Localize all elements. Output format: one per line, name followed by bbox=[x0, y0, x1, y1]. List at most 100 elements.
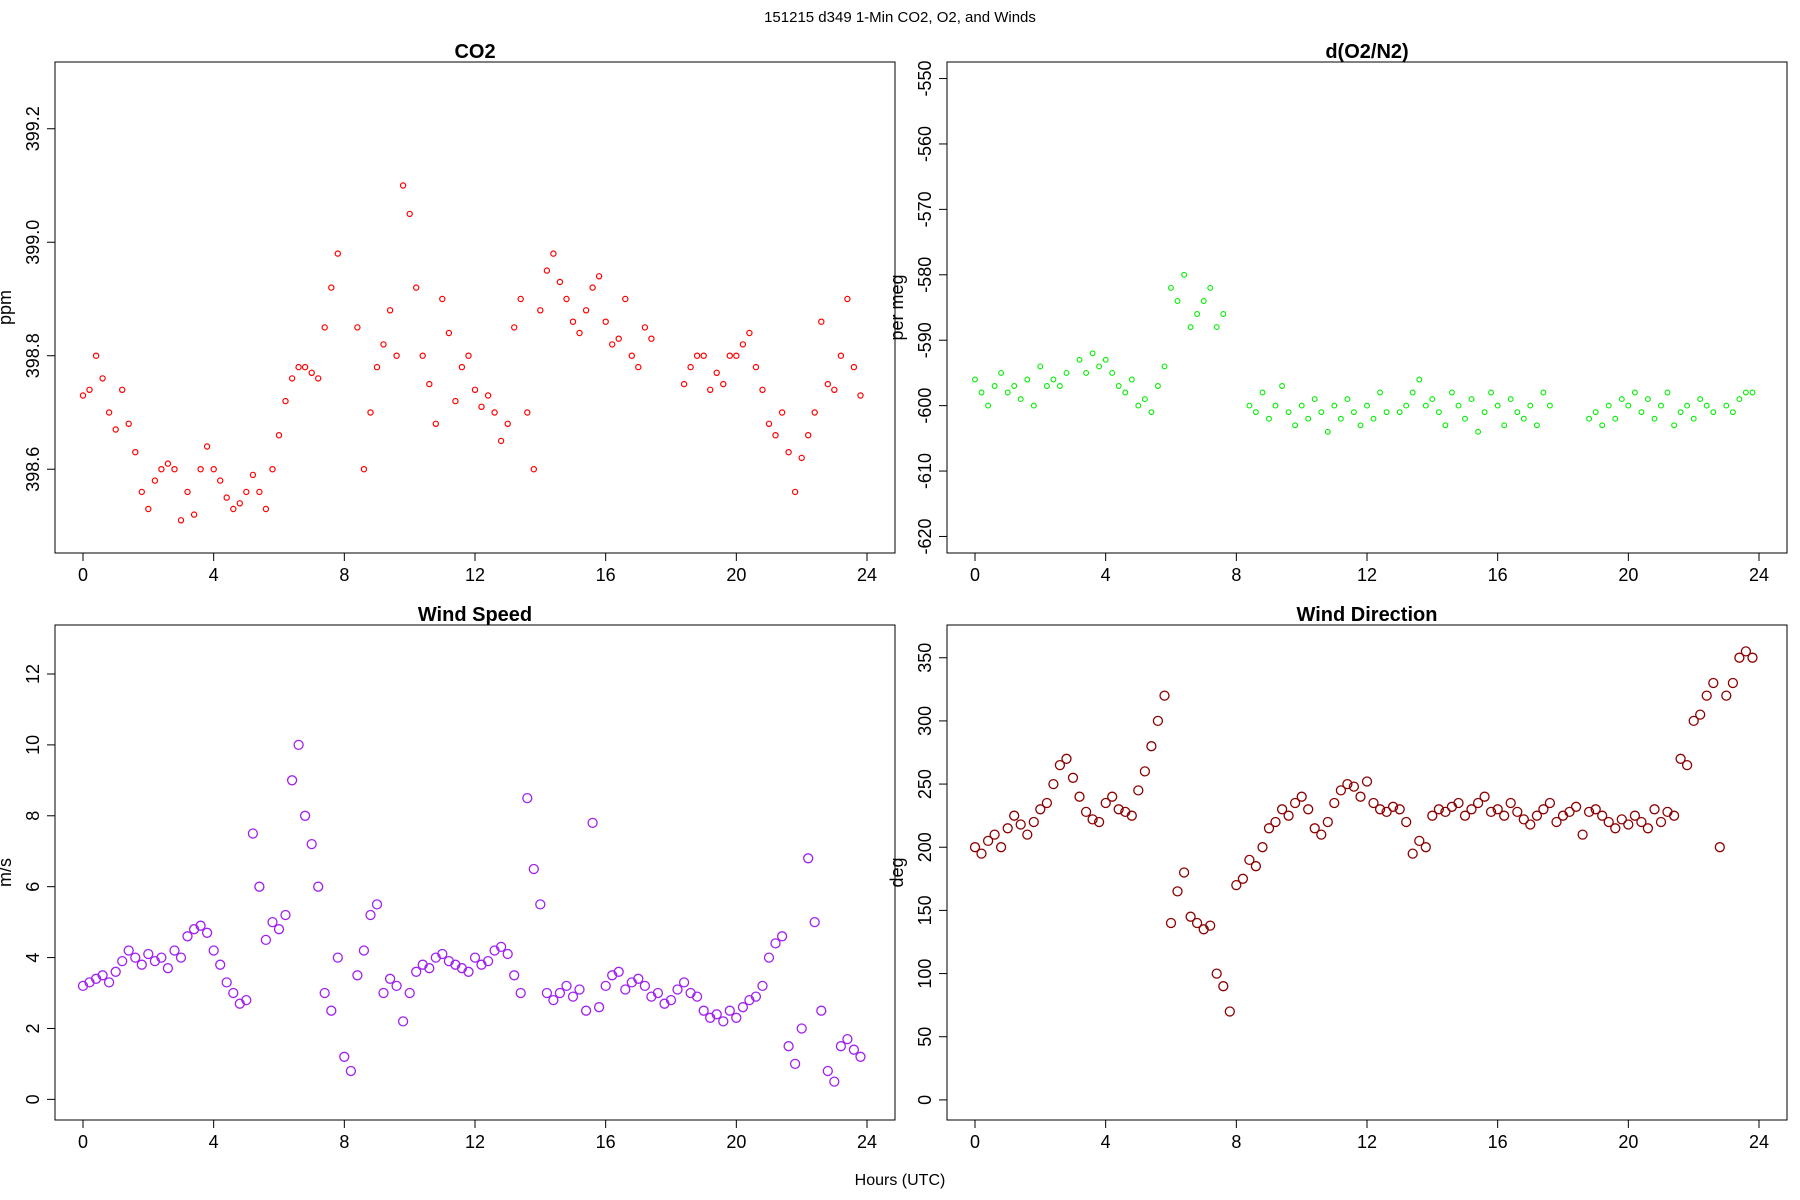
wind-speed-point bbox=[201, 927, 213, 938]
co2-ytick-label: 398.8 bbox=[23, 333, 43, 378]
o2-xtick-label: 4 bbox=[1101, 565, 1111, 585]
wind-direction-point bbox=[982, 835, 994, 847]
o2-point bbox=[1468, 396, 1475, 403]
wind-direction-point bbox=[1015, 819, 1026, 830]
wind-direction-point bbox=[1100, 797, 1111, 809]
o2-point bbox=[1697, 396, 1704, 403]
wind-direction-point bbox=[1361, 776, 1373, 787]
co2-point bbox=[824, 380, 832, 388]
wind-speed-point bbox=[796, 1023, 807, 1034]
wind-direction-point bbox=[1257, 842, 1268, 853]
o2-point bbox=[1651, 415, 1658, 422]
wind-speed-point bbox=[332, 952, 343, 963]
o2-point bbox=[1644, 396, 1651, 403]
wind-speed-point bbox=[724, 1005, 735, 1016]
o2-point bbox=[1102, 356, 1109, 363]
o2-point bbox=[1096, 363, 1103, 370]
co2-point bbox=[543, 267, 551, 274]
o2-point bbox=[1279, 383, 1286, 389]
wind-speed-ylabel: m/s bbox=[0, 858, 15, 887]
o2-point bbox=[1050, 376, 1057, 383]
wind-direction-point bbox=[995, 842, 1007, 853]
o2-point bbox=[1305, 415, 1312, 422]
wind-speed-point bbox=[169, 945, 180, 956]
wind-speed-point bbox=[182, 931, 193, 942]
wind-speed-point bbox=[482, 955, 494, 967]
co2-point bbox=[720, 380, 727, 388]
wind-speed-point bbox=[339, 1051, 350, 1062]
wind-speed-point bbox=[600, 980, 611, 992]
wind-speed-point bbox=[130, 952, 141, 963]
co2-point bbox=[92, 352, 100, 359]
wind-direction-point bbox=[1675, 753, 1686, 764]
co2-ytick-label: 399.2 bbox=[23, 106, 43, 151]
wind-speed-ytick-label: 10 bbox=[23, 735, 43, 755]
o2-point bbox=[1187, 324, 1194, 331]
wind-speed-point bbox=[286, 775, 298, 786]
o2-point bbox=[1331, 402, 1338, 409]
wind-speed-xtick-label: 20 bbox=[726, 1132, 746, 1152]
wind-speed-point bbox=[352, 970, 363, 981]
co2-point bbox=[99, 375, 106, 382]
wind-direction-point bbox=[1381, 806, 1392, 818]
wind-speed-point bbox=[587, 817, 598, 829]
wind-direction-point bbox=[1211, 968, 1222, 979]
wind-direction-point bbox=[1067, 772, 1079, 783]
co2-xtick-label: 0 bbox=[78, 565, 88, 585]
o2-xtick-label: 20 bbox=[1618, 565, 1638, 585]
co2-point bbox=[354, 324, 361, 331]
co2-point bbox=[595, 273, 603, 280]
wind-speed-point bbox=[208, 945, 219, 956]
wind-speed-point bbox=[515, 987, 526, 999]
wind-speed-point bbox=[143, 948, 154, 960]
wind-direction-point bbox=[1505, 797, 1516, 809]
wind-direction-xtick-label: 24 bbox=[1749, 1132, 1769, 1152]
o2-point bbox=[1200, 298, 1207, 304]
co2-xtick-label: 20 bbox=[726, 565, 746, 585]
co2-point bbox=[452, 397, 459, 405]
o2-ytick-label: -600 bbox=[915, 388, 935, 424]
wind-direction-plot-frame bbox=[946, 624, 1788, 1121]
o2-point bbox=[1063, 369, 1070, 376]
o2-point bbox=[1514, 409, 1521, 416]
wind-direction-point bbox=[1466, 804, 1477, 815]
wind-direction-point bbox=[1368, 797, 1379, 809]
wind-direction-ylabel: deg bbox=[887, 857, 907, 887]
o2-ytick-label: -620 bbox=[915, 518, 935, 554]
wind-speed-point bbox=[672, 984, 683, 995]
co2-ytick-label: 398.6 bbox=[23, 447, 43, 492]
co2-point bbox=[752, 363, 760, 371]
o2-point bbox=[1148, 409, 1155, 416]
wind-speed-ytick-label: 8 bbox=[23, 811, 43, 821]
wind-speed-point bbox=[554, 987, 566, 999]
wind-direction-point bbox=[1649, 804, 1660, 815]
o2-title: d(O2/N2) bbox=[1325, 41, 1408, 63]
wind-speed-point bbox=[123, 945, 134, 956]
wind-speed-point bbox=[639, 980, 651, 992]
wind-direction-point bbox=[1329, 797, 1340, 809]
wind-speed-point bbox=[835, 1041, 847, 1052]
co2-point bbox=[765, 420, 773, 427]
wind-direction-ytick-label: 100 bbox=[915, 959, 935, 989]
wind-speed-point bbox=[770, 938, 781, 949]
o2-point bbox=[1266, 415, 1272, 422]
wind-speed-point bbox=[509, 970, 520, 981]
co2-point bbox=[151, 477, 159, 484]
wind-speed-point bbox=[384, 973, 396, 984]
wind-speed-point bbox=[117, 955, 128, 967]
o2-point bbox=[1638, 409, 1645, 416]
wind-speed-point bbox=[136, 959, 147, 970]
o2-point bbox=[1350, 409, 1357, 416]
o2-point bbox=[1605, 402, 1612, 409]
o2-ytick-label: -610 bbox=[915, 453, 935, 489]
wind-direction-point bbox=[1355, 791, 1366, 802]
co2-point bbox=[726, 352, 734, 359]
co2-point bbox=[190, 511, 198, 518]
wind-speed-point bbox=[731, 1012, 742, 1023]
co2-point bbox=[563, 295, 570, 303]
wind-direction-point bbox=[1172, 886, 1183, 897]
wind-speed-point bbox=[365, 909, 376, 921]
wind-direction-point bbox=[1231, 879, 1242, 891]
wind-direction-point bbox=[1139, 766, 1151, 777]
wind-direction-point bbox=[1623, 819, 1634, 830]
